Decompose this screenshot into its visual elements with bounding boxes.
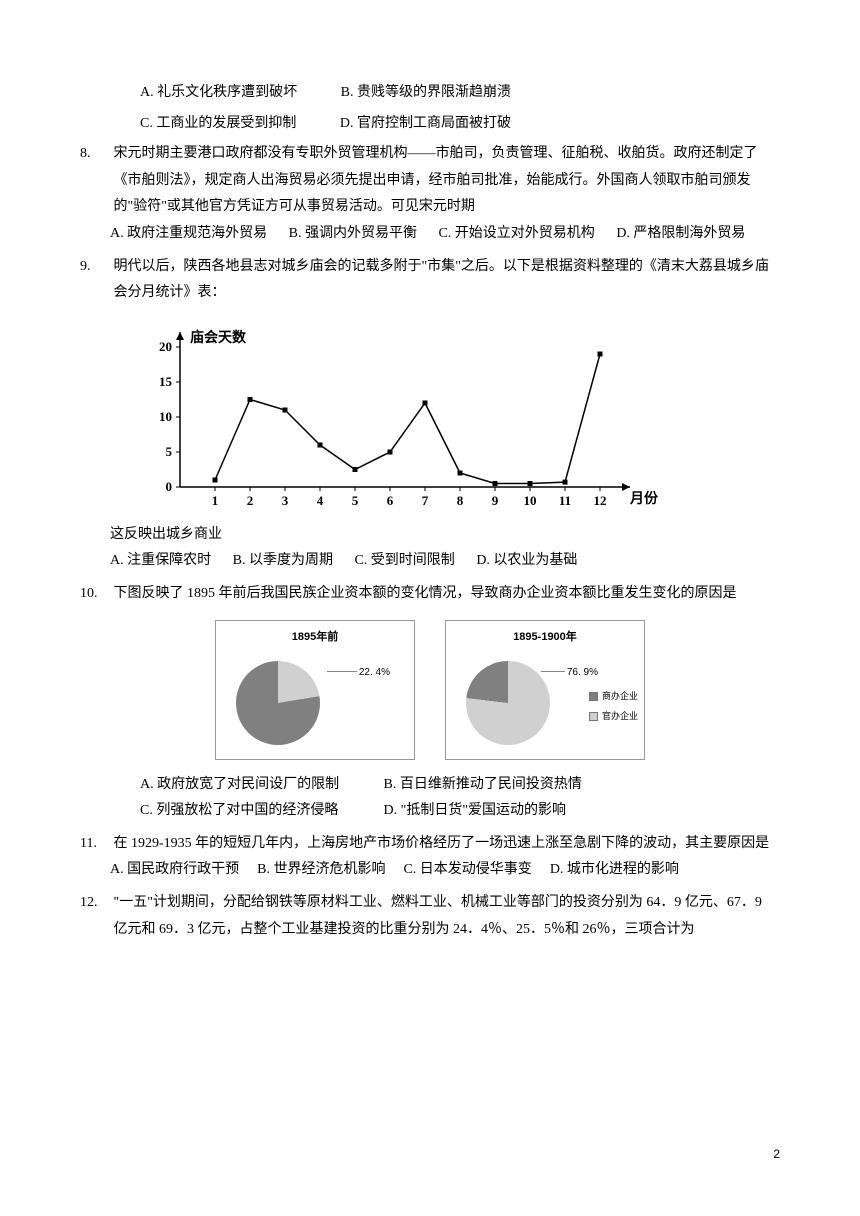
svg-text:8: 8 [457, 493, 464, 508]
question-11: 11. 在 1929-1935 年的短短几年内，上海房地产市场价格经历了一场迅速… [80, 831, 780, 884]
pie1-label: 22. 4% [327, 663, 390, 682]
q9-number: 9. [80, 254, 110, 281]
q9-option-a: A. 注重保障农时 [110, 553, 211, 568]
q9-options: A. 注重保障农时 B. 以季度为周期 C. 受到时间限制 D. 以农业为基础 [80, 548, 780, 575]
legend-square-2 [589, 712, 598, 721]
pie2-title: 1895-1900年 [446, 621, 644, 648]
q10-number: 10. [80, 581, 110, 608]
q7-option-d: D. 官府控制工商局面被打破 [340, 111, 511, 138]
svg-text:0: 0 [166, 479, 173, 494]
q9-text: 明代以后，陕西各地县志对城乡庙会的记载多附于"市集"之后。以下是根据资料整理的《… [114, 254, 774, 307]
q8-option-c: C. 开始设立对外贸易机构 [438, 226, 594, 241]
question-12: 12. "一五"计划期间，分配给钢铁等原材料工业、燃料工业、机械工业等部门的投资… [80, 890, 780, 943]
q10-text: 下图反映了 1895 年前后我国民族企业资本额的变化情况，导致商办企业资本额比重… [114, 581, 774, 608]
q12-number: 12. [80, 890, 110, 917]
svg-text:4: 4 [317, 493, 324, 508]
pie1-pct: 22. 4% [359, 667, 390, 678]
legend-label-2: 官办企业 [602, 708, 638, 725]
question-8: 8. 宋元时期主要港口政府都没有专职外贸管理机构——市舶司，负责管理、征舶税、收… [80, 141, 780, 247]
q8-number: 8. [80, 141, 110, 168]
svg-text:月份: 月份 [629, 490, 659, 507]
svg-text:3: 3 [282, 493, 289, 508]
q10-option-a: A. 政府放宽了对民间设厂的限制 [140, 772, 380, 799]
svg-text:1: 1 [212, 493, 219, 508]
q11-option-a: A. 国民政府行政干预 [110, 862, 239, 877]
svg-text:5: 5 [352, 493, 359, 508]
q12-text: "一五"计划期间，分配给钢铁等原材料工业、燃料工业、机械工业等部门的投资分别为 … [114, 890, 774, 943]
q7-options-row1: A. 礼乐文化秩序遭到破坏 B. 贵贱等级的界限渐趋崩溃 [80, 80, 780, 107]
q10-option-c: C. 列强放松了对中国的经济侵略 [140, 798, 380, 825]
pie1-title: 1895年前 [216, 621, 414, 648]
pie-legend: 商办企业 官办企业 [589, 688, 638, 728]
q8-option-d: D. 严格限制海外贸易 [616, 226, 745, 241]
svg-text:15: 15 [159, 374, 173, 389]
page-number: 2 [773, 1143, 780, 1166]
q7-option-c: C. 工商业的发展受到抑制 [140, 111, 296, 138]
pie-box-2: 1895-1900年 76. 9% 商办企业 官办企业 [445, 620, 645, 760]
line-chart-svg: 05101520123456789101112庙会天数月份 [110, 317, 670, 517]
q7-option-a: A. 礼乐文化秩序遭到破坏 [140, 80, 297, 107]
q11-option-c: C. 日本发动侵华事变 [403, 862, 531, 877]
svg-text:11: 11 [559, 493, 571, 508]
q8-option-a: A. 政府注重规范海外贸易 [110, 226, 267, 241]
svg-text:10: 10 [159, 409, 172, 424]
legend-item-1: 商办企业 [589, 688, 638, 705]
pie-chart-2 [466, 661, 550, 745]
question-9: 9. 明代以后，陕西各地县志对城乡庙会的记载多附于"市集"之后。以下是根据资料整… [80, 254, 780, 575]
svg-text:庙会天数: 庙会天数 [190, 329, 247, 346]
q10-option-d: D. "抵制日货"爱国运动的影响 [384, 798, 567, 825]
q8-options: A. 政府注重规范海外贸易 B. 强调内外贸易平衡 C. 开始设立对外贸易机构 … [80, 221, 780, 248]
q7-options-row2: C. 工商业的发展受到抑制 D. 官府控制工商局面被打破 [80, 111, 780, 138]
legend-item-2: 官办企业 [589, 708, 638, 725]
q11-options: A. 国民政府行政干预 B. 世界经济危机影响 C. 日本发动侵华事变 D. 城市化进… [80, 857, 780, 884]
q8-text: 宋元时期主要港口政府都没有专职外贸管理机构——市舶司，负责管理、征舶税、收舶货。… [114, 141, 774, 221]
q11-text: 在 1929-1935 年的短短几年内，上海房地产市场价格经历了一场迅速上涨至急… [114, 831, 774, 858]
svg-text:9: 9 [492, 493, 499, 508]
pie2-pct: 76. 9% [567, 667, 598, 678]
svg-text:2: 2 [247, 493, 254, 508]
pie2-label: 76. 9% [541, 663, 598, 682]
q9-line-chart: 05101520123456789101112庙会天数月份 [110, 317, 670, 517]
pie-chart-1 [236, 661, 320, 745]
svg-text:12: 12 [594, 493, 607, 508]
q8-option-b: B. 强调内外贸易平衡 [289, 226, 417, 241]
svg-text:6: 6 [387, 493, 394, 508]
question-10: 10. 下图反映了 1895 年前后我国民族企业资本额的变化情况，导致商办企业资… [80, 581, 780, 825]
svg-text:20: 20 [159, 339, 172, 354]
q11-option-d: D. 城市化进程的影响 [550, 862, 679, 877]
q10-option-b: B. 百日维新推动了民间投资热情 [384, 772, 582, 799]
q10-pie-charts: 1895年前 22. 4% 1895-1900年 76. 9% 商办企业 官办企… [80, 620, 780, 760]
svg-text:5: 5 [166, 444, 173, 459]
legend-label-1: 商办企业 [602, 688, 638, 705]
q9-option-d: D. 以农业为基础 [476, 553, 577, 568]
q9-option-b: B. 以季度为周期 [233, 553, 333, 568]
q11-option-b: B. 世界经济危机影响 [257, 862, 385, 877]
q7-option-b: B. 贵贱等级的界限渐趋崩溃 [341, 80, 511, 107]
q9-option-c: C. 受到时间限制 [354, 553, 454, 568]
pie-box-1: 1895年前 22. 4% [215, 620, 415, 760]
legend-square-1 [589, 692, 598, 701]
q10-options-row2: C. 列强放松了对中国的经济侵略 D. "抵制日货"爱国运动的影响 [80, 798, 780, 825]
svg-text:10: 10 [524, 493, 537, 508]
q10-options-row1: A. 政府放宽了对民间设厂的限制 B. 百日维新推动了民间投资热情 [80, 772, 780, 799]
svg-text:7: 7 [422, 493, 429, 508]
q11-number: 11. [80, 831, 110, 858]
q9-conclusion: 这反映出城乡商业 [80, 522, 780, 549]
